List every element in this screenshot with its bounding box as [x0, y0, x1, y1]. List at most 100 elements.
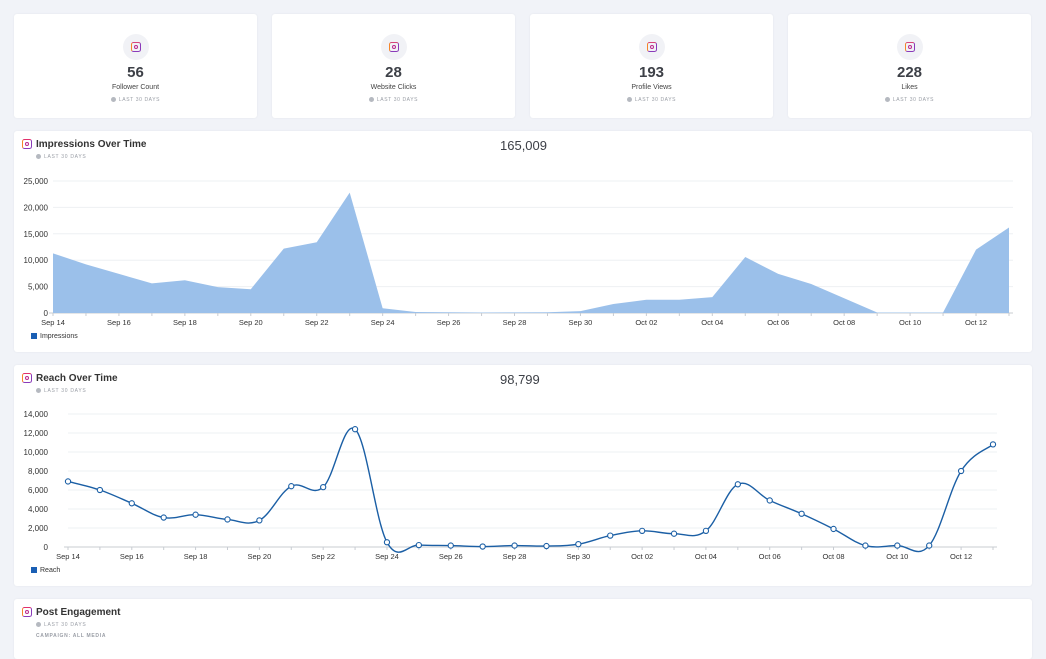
reach-point	[256, 517, 263, 524]
kpi-label: Website Clicks	[370, 84, 417, 91]
instagram-icon	[638, 34, 665, 60]
reach-total: 98,799	[500, 372, 540, 387]
x-tick-label: Sep 14	[56, 552, 80, 561]
x-tick-label: Sep 22	[305, 318, 329, 327]
clock-icon	[36, 154, 41, 159]
y-tick-label: 20,000	[24, 203, 49, 212]
kpi-label: Profile Views	[631, 84, 672, 91]
x-tick-label: Oct 08	[822, 552, 844, 561]
impressions-chart[interactable]: 0 5,000 10,000 15,000 20,000 25,000 Sep 14 Sep …	[14, 131, 1032, 352]
reach-chart[interactable]: 0 2,000 4,000 6,000 8,000 10,000 12,000 14,000 S…	[14, 365, 1032, 586]
y-tick-label: 15,000	[24, 230, 49, 239]
x-tick-label: Sep 18	[184, 552, 208, 561]
reach-point	[320, 484, 327, 491]
x-tick-label: Oct 12	[965, 318, 987, 327]
reach-point	[957, 467, 965, 475]
x-tick-label: Oct 04	[701, 318, 723, 327]
x-tick-label: Sep 26	[437, 318, 461, 327]
reach-point	[702, 527, 710, 534]
x-tick-label: Sep 28	[503, 318, 527, 327]
impressions-total: 165,009	[500, 138, 547, 153]
campaign-filter-label: CAMPAIGN: ALL MEDIA	[36, 633, 107, 639]
kpi-card-profile-views[interactable]: 193 Profile Views LAST 30 DAYS	[530, 14, 773, 118]
instagram-icon	[22, 139, 32, 149]
reach-point	[638, 527, 646, 534]
card-period: LAST 30 DAYS	[36, 388, 86, 394]
reach-point	[415, 541, 423, 549]
x-tick-label: Sep 16	[120, 552, 144, 561]
impressions-card: Impressions Over Time LAST 30 DAYS 165,0…	[14, 131, 1032, 352]
kpi-period: LAST 30 DAYS	[14, 97, 257, 103]
clock-icon	[626, 97, 632, 102]
reach-point	[447, 542, 454, 549]
reach-point	[511, 542, 518, 549]
reach-point	[989, 441, 997, 448]
reach-point	[192, 511, 199, 518]
clock-icon	[36, 622, 41, 627]
kpi-value: 28	[385, 64, 402, 81]
x-tick-label: Oct 04	[695, 552, 717, 561]
kpi-period: LAST 30 DAYS	[788, 97, 1031, 103]
kpi-value: 228	[896, 64, 923, 81]
x-tick-label: Oct 06	[767, 318, 789, 327]
reach-point	[670, 530, 678, 537]
kpi-value: 56	[127, 64, 144, 81]
x-tick-label: Sep 18	[173, 318, 197, 327]
reach-point	[160, 514, 167, 521]
y-tick-label: 12,000	[24, 429, 49, 438]
reach-point	[383, 539, 391, 546]
reach-point	[607, 532, 614, 539]
y-tick-label: 0	[44, 309, 49, 318]
x-tick-label: Oct 02	[635, 318, 657, 327]
legend-item-reach[interactable]: Reach	[31, 567, 60, 574]
kpi-value: 193	[638, 64, 665, 81]
y-tick-label: 25,000	[24, 177, 49, 186]
legend-swatch	[31, 333, 37, 339]
clock-icon	[884, 97, 890, 102]
x-tick-label: Sep 20	[239, 318, 263, 327]
instagram-icon	[380, 34, 407, 60]
instagram-icon	[122, 34, 149, 60]
kpi-label: Follower Count	[111, 84, 160, 91]
clock-icon	[368, 97, 374, 102]
card-title: Reach Over Time	[36, 373, 118, 384]
y-tick-label: 10,000	[24, 256, 49, 265]
reach-point	[224, 516, 231, 523]
legend-item-impressions[interactable]: Impressions	[31, 333, 78, 340]
card-title: Post Engagement	[36, 607, 121, 618]
kpi-card-follower-count[interactable]: 56 Follower Count LAST 30 DAYS	[14, 14, 257, 118]
reach-point	[798, 510, 805, 517]
instagram-icon	[22, 607, 32, 617]
x-tick-label: Sep 30	[569, 318, 593, 327]
x-tick-label: Oct 08	[833, 318, 855, 327]
kpi-card-likes[interactable]: 228 Likes LAST 30 DAYS	[788, 14, 1031, 118]
x-tick-label: Sep 14	[41, 318, 65, 327]
reach-point	[894, 542, 901, 549]
x-tick-label: Oct 10	[899, 318, 921, 327]
reach-point	[543, 542, 550, 550]
y-tick-label: 6,000	[28, 486, 49, 495]
kpi-label: Likes	[901, 84, 918, 91]
kpi-period: LAST 30 DAYS	[530, 97, 773, 103]
x-tick-label: Sep 28	[503, 552, 527, 561]
x-tick-label: Oct 06	[759, 552, 781, 561]
reach-point	[926, 542, 933, 549]
reach-point	[862, 542, 869, 549]
kpi-card-website-clicks[interactable]: 28 Website Clicks LAST 30 DAYS	[272, 14, 515, 118]
reach-point	[734, 481, 741, 488]
x-tick-label: Oct 10	[886, 552, 908, 561]
instagram-icon	[22, 373, 32, 383]
y-tick-label: 5,000	[28, 283, 49, 292]
instagram-icon	[896, 34, 923, 60]
x-tick-label: Sep 20	[247, 552, 271, 561]
x-tick-label: Sep 16	[107, 318, 131, 327]
x-tick-label: Oct 12	[950, 552, 972, 561]
x-tick-label: Sep 24	[375, 552, 399, 561]
reach-point	[479, 543, 486, 550]
clock-icon	[36, 388, 41, 393]
x-tick-label: Sep 24	[371, 318, 395, 327]
reach-point	[766, 497, 773, 504]
reach-point	[64, 478, 72, 485]
legend-swatch	[31, 567, 37, 573]
reach-point	[351, 426, 359, 433]
